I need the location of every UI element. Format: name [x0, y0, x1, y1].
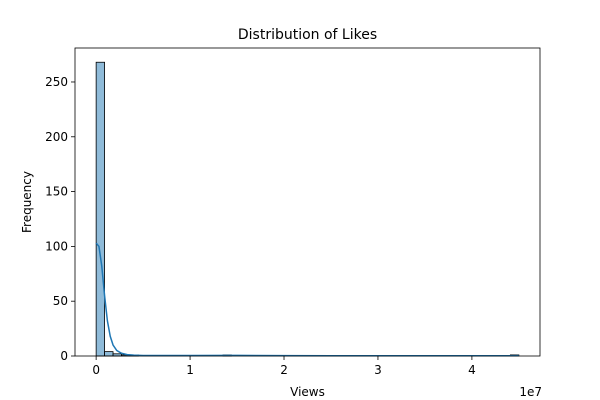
x-axis-label: Views	[290, 385, 325, 399]
y-tick-label: 250	[45, 75, 68, 89]
histogram-bars	[95, 61, 520, 357]
y-tick-label: 50	[53, 294, 68, 308]
y-axis-ticks: 0 50 100 150 200 250	[45, 75, 75, 363]
y-tick-label: 100	[45, 239, 68, 253]
plot-frame	[74, 47, 541, 357]
y-tick-label: 200	[45, 130, 68, 144]
y-tick-label: 150	[45, 185, 68, 199]
x-tick-label: 0	[92, 363, 100, 377]
x-axis-ticks: 0 1 2 3 4	[92, 356, 476, 377]
histogram-bar	[95, 61, 105, 357]
x-axis-offset-label: 1e7	[519, 385, 542, 399]
x-tick-label: 1	[186, 363, 194, 377]
y-tick-label: 0	[60, 349, 68, 363]
x-tick-label: 3	[374, 363, 382, 377]
chart-title: Distribution of Likes	[238, 27, 377, 43]
kde-curve	[95, 242, 519, 357]
x-tick-label: 4	[468, 363, 476, 377]
histogram-bar	[104, 351, 114, 357]
x-tick-label: 2	[280, 363, 288, 377]
y-axis-label: Frequency	[20, 171, 34, 233]
